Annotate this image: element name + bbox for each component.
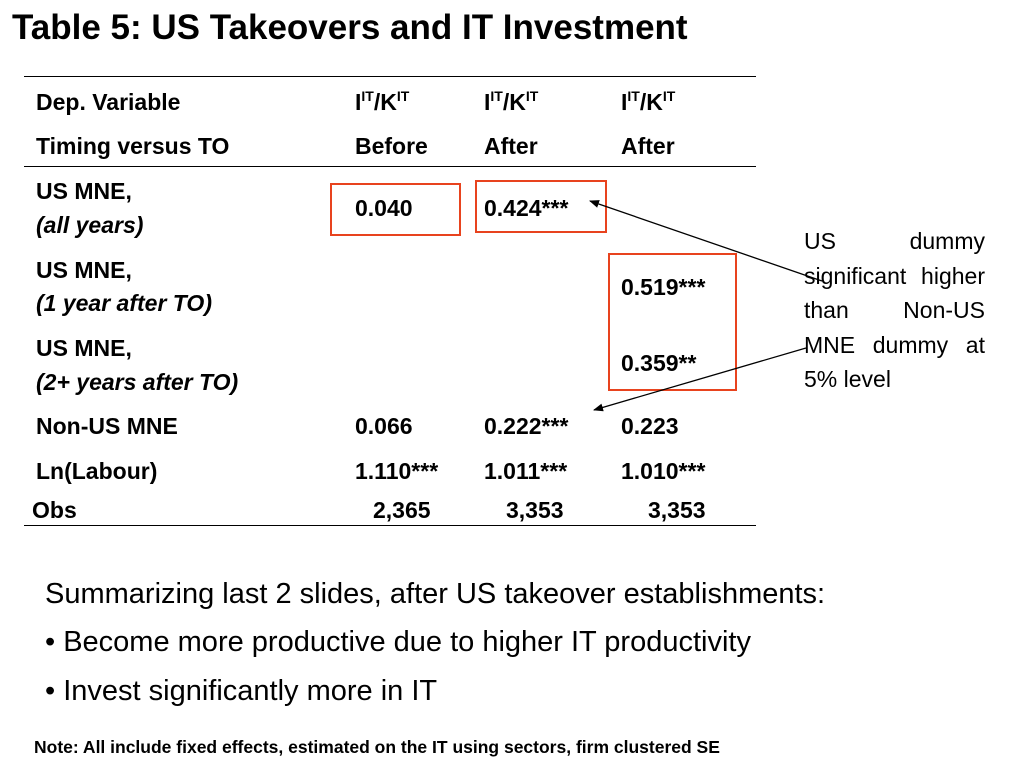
summary-bullet-1: • Become more productive due to higher I… (45, 626, 751, 658)
dep-variable-col-3: IIT/KIT (621, 88, 676, 115)
cell-non-us-mne-col-3: 0.223 (621, 413, 679, 439)
row-label-non-us-mne: Non-US MNE (36, 413, 178, 439)
row-label-us-mne-all: US MNE, (36, 178, 132, 204)
cell-ln-labour-col-1: 1.110*** (355, 458, 439, 484)
dep-variable-col-1: IIT/KIT (355, 88, 410, 115)
row-label-ln-labour: Ln(Labour) (36, 458, 158, 484)
cell-us-mne-2yr-col-3: 0.359** (621, 350, 697, 376)
cell-ln-labour-col-3: 1.010*** (621, 458, 706, 484)
table-bottom-rule (24, 525, 756, 526)
row-label-us-mne-2yr: US MNE, (36, 335, 132, 361)
cell-us-mne-1yr-col-3: 0.519*** (621, 274, 706, 300)
timing-col-1: Before (355, 133, 428, 159)
cell-obs-col-2: 3,353 (506, 497, 564, 523)
cell-ln-labour-col-2: 1.011*** (484, 458, 568, 484)
timing-col-3: After (621, 133, 675, 159)
footnote: Note: All include fixed effects, estimat… (34, 737, 720, 757)
row-sub-us-mne-1yr: (1 year after TO) (36, 290, 212, 316)
highlight-box-before (330, 183, 461, 236)
cell-non-us-mne-col-1: 0.066 (355, 413, 413, 439)
timing-label: Timing versus TO (36, 133, 230, 159)
table-top-rule (24, 76, 756, 77)
row-label-obs: Obs (32, 497, 77, 523)
row-sub-us-mne-all: (all years) (36, 212, 144, 238)
cell-us-mne-all-col-2: 0.424*** (484, 195, 569, 221)
arrow-to-us-mne (589, 200, 823, 282)
dep-variable-col-2: IIT/KIT (484, 88, 539, 115)
summary-intro: Summarizing last 2 slides, after US take… (45, 578, 826, 610)
row-sub-us-mne-2yr: (2+ years after TO) (36, 369, 239, 395)
cell-us-mne-all-col-1: 0.040 (355, 195, 413, 221)
annotation-text: US dummy significant higher than Non-US … (804, 228, 985, 392)
arrow-to-non-us-mne (593, 347, 807, 412)
cell-obs-col-1: 2,365 (373, 497, 431, 523)
row-label-us-mne-1yr: US MNE, (36, 257, 132, 283)
cell-non-us-mne-col-2: 0.222*** (484, 413, 569, 439)
timing-col-2: After (484, 133, 538, 159)
cell-obs-col-3: 3,353 (648, 497, 706, 523)
summary-bullet-2: • Invest significantly more in IT (45, 675, 438, 707)
slide-title: Table 5: US Takeovers and IT Investment (12, 8, 688, 47)
table-header-rule (24, 166, 756, 167)
dep-variable-label: Dep. Variable (36, 89, 181, 115)
highlight-box-after-split (608, 253, 737, 391)
